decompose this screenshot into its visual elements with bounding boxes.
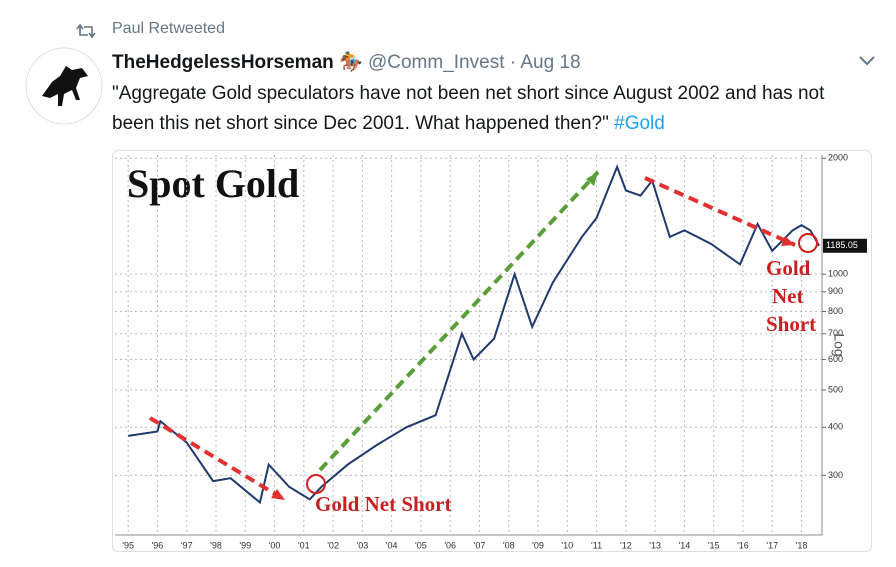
x-tick-label: '00: [269, 540, 281, 550]
retweet-icon: [76, 23, 96, 39]
x-tick-label: '99: [239, 540, 251, 550]
annotation: Net: [772, 284, 803, 308]
x-tick-label: '05: [415, 540, 427, 550]
chart-title: Spot Gold: [127, 161, 299, 206]
arrow-head: [586, 172, 598, 186]
x-tick-label: '04: [386, 540, 398, 550]
y-tick-label: 800: [828, 306, 843, 316]
x-tick-label: '13: [649, 540, 661, 550]
last-price-label: 1185.05: [826, 240, 858, 250]
date[interactable]: · Aug 18: [509, 52, 581, 73]
arrow-head: [781, 236, 795, 246]
y-tick-label: 2000: [828, 153, 848, 163]
x-tick-label: '96: [152, 540, 164, 550]
highlight-circle: [798, 233, 818, 253]
chart: Spot Gold 300 400 500 600 700 800 900 1000 2000 '…: [112, 150, 872, 552]
chart-frame: [112, 150, 872, 552]
tweet-text: "Aggregate Gold speculators have not bee…: [112, 79, 857, 139]
arrow: [644, 176, 796, 247]
caret[interactable]: [858, 54, 876, 68]
x-tick-label: '18: [796, 540, 808, 550]
x-tick-label: '07: [474, 540, 486, 550]
x-tick-label: '03: [357, 540, 369, 550]
x-tick-label: '06: [444, 540, 456, 550]
y-tick-label: 1000: [828, 269, 848, 279]
y-tick-label: 400: [828, 422, 843, 432]
last-price-tag: [823, 238, 867, 253]
y-tick-label: 300: [828, 470, 843, 480]
author[interactable]: TheHedgelessHorseman 🏇 @Comm_Invest · Au…: [112, 50, 581, 74]
annotation: Gold: [766, 256, 811, 280]
avatar[interactable]: [24, 46, 104, 126]
arrow: [148, 416, 287, 502]
handle[interactable]: @Comm_Invest: [367, 52, 505, 73]
y-tick-label: 600: [828, 354, 843, 364]
y-tick-label: 700: [828, 328, 843, 338]
y-tick-label: 500: [828, 384, 843, 394]
price-line: [128, 164, 820, 505]
y-axis-label: Log: [831, 333, 847, 356]
x-tick-label: '98: [210, 540, 222, 550]
text: "Aggregate Gold speculators have not bee…: [112, 83, 825, 134]
x-tick-label: '15: [708, 540, 720, 550]
highlight-circle: [306, 474, 326, 494]
x-tick-label: '12: [620, 540, 632, 550]
arrow: [318, 170, 600, 472]
hashtag[interactable]: #Gold: [614, 113, 665, 134]
plot: 300 400 500 600 700 800 900 1000 2000 '95 '96 '97 '9…: [115, 153, 867, 550]
x-tick-label: '02: [327, 540, 339, 550]
x-tick-label: '16: [737, 540, 749, 550]
x-tick-label: '14: [679, 540, 691, 550]
arrow-head: [271, 489, 285, 500]
annotation: Short: [766, 312, 816, 336]
x-tick-label: '17: [766, 540, 778, 550]
display-name[interactable]: TheHedgelessHorseman: [112, 52, 334, 73]
x-tick-label: '95: [122, 540, 134, 550]
x-tick-label: '09: [532, 540, 544, 550]
x-tick-label: '01: [298, 540, 310, 550]
x-tick-label: '08: [503, 540, 515, 550]
x-tick-label: '97: [181, 540, 193, 550]
x-tick-label: '10: [561, 540, 573, 550]
y-tick-label: 900: [828, 286, 843, 296]
x-tick-label: '11: [591, 540, 602, 550]
annotation: Gold Net Short: [315, 492, 452, 516]
emoji: 🏇: [339, 52, 363, 73]
retweet-label: Paul Retweeted: [112, 20, 225, 37]
